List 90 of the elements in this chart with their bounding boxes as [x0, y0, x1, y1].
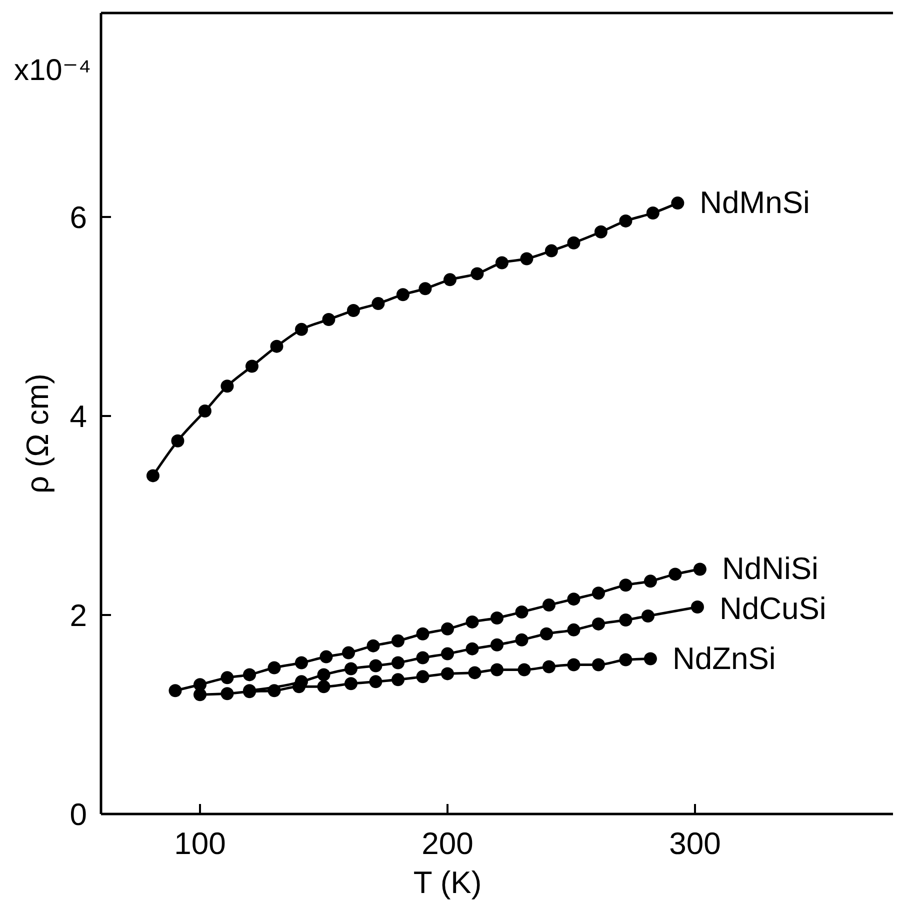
- point: [641, 609, 654, 622]
- point: [416, 627, 430, 640]
- point: [366, 639, 380, 652]
- point: [294, 656, 308, 670]
- point: [342, 646, 355, 660]
- point: [671, 196, 684, 210]
- x-tick-label: 100: [174, 826, 226, 861]
- series-label: NdZnSi: [672, 640, 776, 676]
- point: [544, 244, 558, 258]
- point: [392, 656, 404, 670]
- point: [294, 322, 308, 336]
- point: [369, 675, 382, 688]
- point: [592, 586, 605, 600]
- point: [470, 267, 484, 280]
- point: [542, 660, 556, 674]
- point: [515, 633, 528, 646]
- point: [644, 652, 657, 666]
- point: [369, 659, 382, 672]
- point: [518, 663, 531, 676]
- point: [317, 680, 330, 694]
- point: [372, 297, 385, 310]
- series-label: NdNiSi: [722, 551, 818, 586]
- point: [320, 650, 333, 664]
- point: [198, 404, 212, 418]
- point: [693, 562, 706, 576]
- point: [441, 647, 454, 660]
- point: [344, 677, 358, 690]
- point: [490, 663, 504, 676]
- point: [567, 236, 580, 250]
- point: [392, 634, 404, 648]
- y-axis-title: ρ (Ω cm): [20, 373, 55, 494]
- point: [567, 592, 580, 606]
- point: [668, 568, 682, 581]
- point: [268, 661, 281, 674]
- point: [322, 312, 336, 326]
- point: [317, 668, 330, 682]
- y-tick-label: 4: [70, 398, 87, 434]
- point: [268, 684, 281, 698]
- point: [466, 615, 479, 628]
- point: [416, 651, 430, 664]
- series-label: NdCuSi: [719, 591, 826, 626]
- point: [270, 340, 284, 353]
- point: [619, 613, 632, 626]
- point: [490, 638, 504, 652]
- point: [592, 658, 605, 672]
- x-tick-label: 300: [669, 826, 721, 861]
- point: [344, 662, 358, 676]
- point: [418, 282, 432, 296]
- point: [441, 622, 454, 636]
- point: [443, 273, 456, 286]
- point: [520, 252, 534, 266]
- y-tick-label: 6: [70, 200, 87, 235]
- point: [396, 288, 410, 302]
- point: [567, 658, 580, 672]
- y-tick-label: 0: [70, 797, 87, 832]
- point: [146, 469, 160, 482]
- point: [646, 206, 660, 220]
- point: [194, 688, 206, 702]
- text: x10⁻⁴: [14, 54, 92, 87]
- point: [690, 600, 704, 614]
- point: [292, 680, 306, 694]
- point: [594, 225, 608, 238]
- point: [619, 578, 632, 592]
- point: [540, 627, 553, 640]
- point: [346, 304, 360, 318]
- point: [495, 256, 508, 270]
- point: [220, 687, 234, 700]
- point: [619, 214, 632, 228]
- point: [490, 611, 504, 624]
- point: [243, 668, 256, 682]
- point: [468, 666, 482, 680]
- point: [245, 360, 258, 373]
- series-label: NdMnSi: [700, 185, 810, 220]
- point: [567, 623, 580, 636]
- point: [592, 617, 605, 630]
- point: [168, 684, 182, 698]
- point: [619, 653, 632, 666]
- point: [644, 574, 657, 588]
- point: [220, 380, 234, 393]
- point: [220, 671, 234, 684]
- x-tick-label: 200: [422, 826, 474, 861]
- point: [466, 642, 479, 656]
- point: [392, 673, 404, 686]
- point: [441, 667, 454, 680]
- point: [542, 598, 556, 612]
- point: [515, 606, 528, 619]
- y-tick-label: 2: [70, 598, 87, 633]
- x-axis-title: T (K): [413, 865, 482, 900]
- point: [416, 670, 430, 684]
- point: [171, 434, 184, 448]
